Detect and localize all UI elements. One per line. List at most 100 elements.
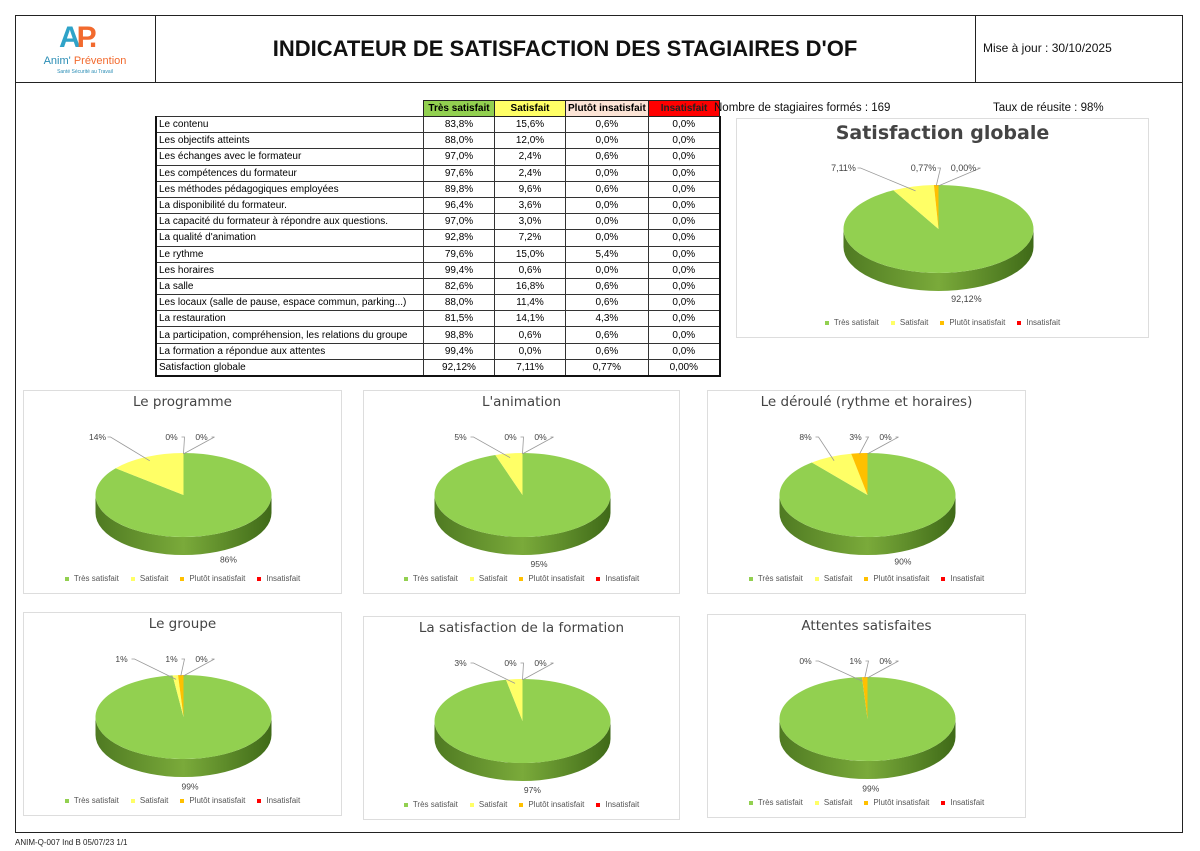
logo-mark: AP. [59,21,97,55]
row-label: La restauration [155,310,424,328]
logo-mark-a: A [59,21,81,54]
legend-swatch [864,576,869,581]
trained-count: Nombre de stagiaires formés : 169 [714,102,891,114]
legend-swatch [519,802,524,807]
legend-swatch [519,576,524,581]
legend-label: Insatisfait [605,574,640,583]
chart-title: Satisfaction globale [835,122,1050,144]
row-value: 0,0% [647,148,721,166]
pie-slice-plutot-insatisfait [178,675,184,717]
row-value: 0,0% [565,132,649,150]
row-value: 11,4% [494,294,566,312]
leader-line [520,662,524,680]
row-value: 0,0% [647,310,721,328]
legend-label: Satisfait [823,798,853,807]
chart-legend: Très satisfait Satisfait Plutôt insatisfai… [708,798,1025,807]
row-value: 0,0% [565,196,649,215]
satisfaction-table: Très satisfait Satisfait Plutôt insatisf… [155,100,721,377]
legend-label: Plutôt insatisfait [873,574,930,583]
row-value: 0,6% [565,115,649,134]
leader-line [107,436,150,462]
legend-item: Plutôt insatisfait [864,798,929,807]
leader-line [183,436,215,455]
legend-item: Plutôt insatisfait [519,800,584,809]
row-label: La formation a répondue aux attentes [155,342,424,360]
pie-slice-satisfait [495,453,523,495]
data-label: 7,11% [831,163,856,173]
legend-swatch [130,576,135,581]
legend-swatch [469,576,474,581]
legend-label: Satisfait [899,318,929,327]
leader-line [181,436,185,454]
row-value: 0,0% [565,213,649,231]
data-label: 3% [454,658,467,668]
legend-item: Insatisfait [596,800,639,809]
table-row: Le rythme 79,6% 15,0% 5,4% 0,0% [155,245,721,263]
legend-swatch [890,320,895,325]
pie-plot: 86% 14% 0% 0% [89,432,272,565]
row-value: 92,8% [423,229,495,247]
row-value: 15,0% [494,245,566,263]
legend-label: Satisfait [478,574,508,583]
data-label: 1% [849,656,862,666]
data-label: 92,12% [951,294,982,304]
row-value: 83,8% [423,115,495,134]
pie-side [779,719,956,779]
data-label: 0% [504,432,517,442]
pie-plot: 92,12% 7,11% 0,77% 0,00% [831,163,1034,304]
pie-slice-satisfait [811,453,868,495]
logo-text-1: Anim' [43,55,71,67]
legend-swatch [180,798,185,803]
legend-item: Satisfait [814,574,852,583]
chart-legend: Très satisfait Satisfait Plutôt insatisfai… [737,318,1148,327]
leader-line [522,436,554,455]
data-label: 0% [195,654,208,664]
table-row: Les locaux (salle de pause, espace commu… [155,294,721,312]
chart-title: Le groupe [148,616,217,632]
data-label: 95% [531,559,548,569]
pie-slice-satisfait [172,675,184,717]
row-value: 89,8% [423,180,495,198]
pie-side [95,495,272,555]
leader-line [867,436,899,455]
row-value: 88,0% [423,132,495,150]
leader-line [859,436,870,455]
legend-swatch [941,576,946,581]
row-value: 0,0% [647,115,721,134]
legend-label: Insatisfait [266,574,301,583]
table-row: Les compétences du formateur 97,6% 2,4% 0,0… [155,164,721,182]
legend-label: Très satisfait [757,798,803,807]
data-label: 3% [849,432,862,442]
row-value: 0,6% [494,261,566,279]
data-label: 97% [524,785,541,795]
pie-plot: 95% 5% 0% 0% [434,432,611,569]
row-value: 0,0% [647,326,721,344]
data-label: 0% [799,656,812,666]
header-tres-satisfait: Très satisfait [423,100,495,117]
legend-item: Insatisfait [941,574,984,583]
legend-label: Satisfait [139,796,169,805]
legend-label: Insatisfait [266,796,301,805]
row-value: 98,8% [423,326,495,344]
chart-deroule: Le déroulé (rythme et horaires) 90% 8% 3% 0%… [707,390,1026,594]
row-value: 99,4% [423,261,495,279]
leader-line [522,662,554,681]
row-label: Les échanges avec le formateur [155,148,424,166]
data-label: 0% [879,656,892,666]
data-label: 0% [534,658,547,668]
logo-brand: Anim' Prévention [15,55,155,67]
pie-side [95,717,272,777]
chart-programme: Le programme 86% 14% 0% 0% Très satisfait Sati… [23,390,342,594]
data-label: 0% [504,658,517,668]
legend-item: Insatisfait [1017,318,1060,327]
data-label: 14% [89,432,106,442]
chart-formation: La satisfaction de la formation 97% 3% 0% 0%… [363,616,680,820]
legend-item: Insatisfait [596,574,639,583]
row-value: 0,0% [647,213,721,231]
legend-item: Satisfait [130,796,169,805]
legend-item: Insatisfait [257,574,300,583]
chart-title: Le déroulé (rythme et horaires) [760,394,973,410]
chart-attentes: Attentes satisfaites 99% 0% 1% 0% Très satisf… [707,614,1026,818]
leader-line [131,658,177,680]
